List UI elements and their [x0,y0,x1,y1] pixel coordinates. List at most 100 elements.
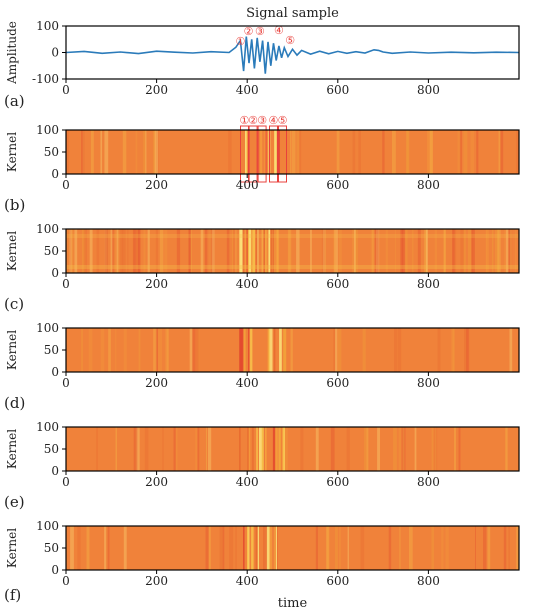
x-tick-label: 0 [62,574,70,588]
heatmap-cell [508,526,510,570]
heatmap-cell [122,130,127,174]
heatmap-cell [498,229,500,273]
heatmap-cell [66,130,68,174]
y-tick-label: 100 [36,321,59,335]
heatmap-cell [322,229,326,273]
heatmap-cell [115,427,117,471]
annotation-box-3 [257,125,267,183]
heatmap-cell [219,526,224,570]
y-tick-label: 100 [36,19,59,33]
heatmap-cell [173,427,176,471]
heatmap-cell [67,229,71,273]
heatmap-cell [138,229,141,273]
y-tick-label: 100 [36,420,59,434]
heatmap-cell [467,229,472,273]
heatmap-cell [463,229,466,273]
heatmap-cell [252,229,255,273]
heatmap-cell [393,427,397,471]
panel-label: (f) [4,586,21,604]
heatmap-cell [487,526,491,570]
heatmap-row-band [66,234,519,238]
heatmap-cell [399,526,401,570]
chart-title: Signal sample [246,6,339,21]
heatmap-cell [261,427,264,471]
y-tick-label: 50 [44,244,59,258]
heatmap-cell [352,229,356,273]
x-tick-label: 0 [62,83,70,97]
heatmap-cell [335,328,338,372]
x-tick-label: 400 [236,475,259,489]
x-tick-label: 200 [145,178,168,192]
x-tick-label: 400 [236,178,259,192]
annotation-5: ⑤ [278,114,288,127]
heatmap-cell [451,328,455,372]
heatmap-cell [206,427,207,471]
heatmap-cell [104,526,107,570]
heatmap-cell [235,229,237,273]
heatmap-cell [338,229,342,273]
heatmap-cell [175,427,178,471]
heatmap-cell [81,229,86,273]
heatmap-cell [71,229,74,273]
heatmap-cell [155,229,158,273]
heatmap-cell [77,526,81,570]
heatmap-cell [70,526,74,570]
heatmap-cell [86,526,90,570]
annotation-3: ③ [257,114,267,127]
heatmap-base [66,130,519,174]
heatmap-cell [388,526,392,570]
heatmap-cell [83,229,87,273]
panel-label: (e) [4,493,25,511]
heatmap-cell [435,427,437,471]
annotation-box-4 [269,125,278,183]
heatmap-cell [162,427,164,471]
heatmap-cell [272,427,276,471]
heatmap-cell [463,130,468,174]
heatmap-cell [441,526,444,570]
heatmap-stripes [96,427,508,471]
heatmap-cell [195,328,200,372]
heatmap-cell [273,229,275,273]
heatmap-cell [136,427,140,471]
heatmap-cell [510,229,512,273]
heatmap-cell [205,526,209,570]
heatmap-cell [509,328,513,372]
x-tick-label: 600 [326,83,349,97]
heatmap-cell [153,130,156,174]
heatmap-cell [452,229,457,273]
heatmap-cell [452,229,455,273]
heatmap-cell [164,229,168,273]
annotation-4: ④ [269,114,279,127]
heatmap-cell [290,328,293,372]
heatmap-cell [132,229,135,273]
heatmap-cell [147,229,150,273]
heatmap-cell [443,229,446,273]
heatmap-cell [68,229,72,273]
heatmap-cell [503,526,507,570]
heatmap-cell [385,229,388,273]
heatmap-cell [505,427,508,471]
heatmap-cell [229,526,234,570]
heatmap-cell [249,328,253,372]
heatmap-cell [90,130,94,174]
heatmap-cell [81,130,85,174]
heatmap-cell [104,229,108,273]
heatmap-stripes [67,229,517,273]
heatmap-cell [138,328,141,372]
y-tick-label: -100 [32,72,59,86]
panel-label: (a) [4,92,25,110]
y-tick-label: 50 [44,145,59,159]
y-tick-label: 100 [36,123,59,137]
y-axis-label: Amplitude [5,21,19,85]
y-tick-label: 100 [36,222,59,236]
heatmap-cell [235,526,237,570]
heatmap-cell [104,229,107,273]
heatmap-cell [252,427,254,471]
heatmap-cell [123,328,127,372]
heatmap-cell [284,427,288,471]
heatmap-cell [269,526,272,570]
x-tick-label: 800 [417,277,440,291]
heatmap-cell [189,229,192,273]
heatmap-cell [427,130,432,174]
heatmap-cell [158,328,162,372]
